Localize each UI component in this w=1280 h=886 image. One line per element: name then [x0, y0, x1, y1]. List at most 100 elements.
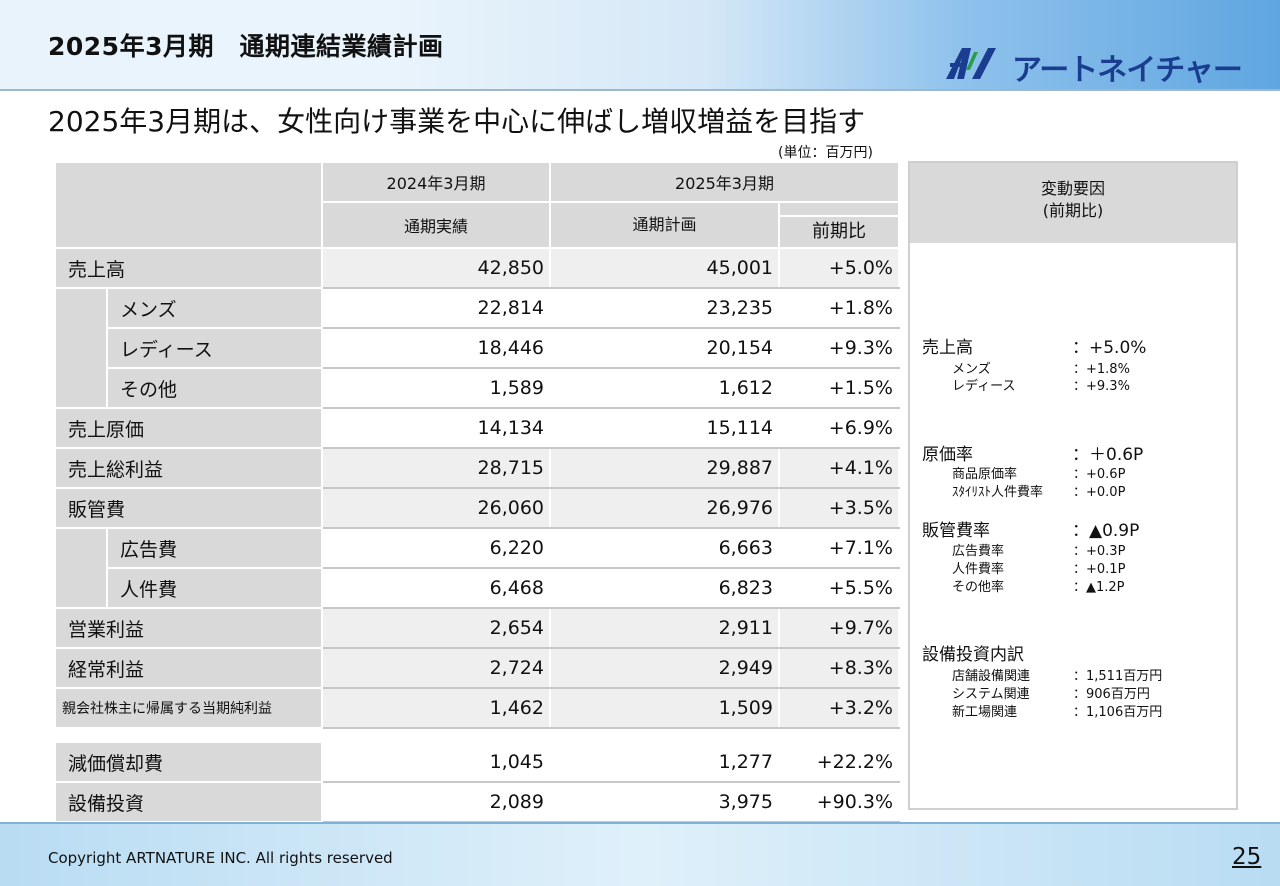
- plan-cell: 15,114: [549, 407, 780, 449]
- driver-cost-label: 原価率: [922, 445, 973, 465]
- plan-cell: 23,235: [549, 287, 780, 329]
- logo-mark-icon: [946, 48, 996, 79]
- row-label: 親会社株主に帰属する当期純利益: [54, 687, 323, 729]
- actual-cell: 18,446: [321, 327, 551, 369]
- drivers-heading: 変動要因 (前期比): [910, 163, 1236, 243]
- row-label: 営業利益: [54, 607, 323, 649]
- yoy-cell: +3.2%: [778, 687, 900, 729]
- actual-cell: 6,468: [321, 567, 551, 609]
- plan-cell: 20,154: [549, 327, 780, 369]
- driver-sales-label: 売上高: [922, 338, 973, 358]
- plan-cell: 3,975: [549, 781, 780, 823]
- driver-sub-value: ：+0.1P: [1073, 562, 1126, 577]
- actual-cell: 2,089: [321, 781, 551, 823]
- slide-title: 2025年3月期 通期連結業績計画: [48, 32, 444, 61]
- footer-band: [0, 822, 1280, 886]
- table-row: 親会社株主に帰属する当期純利益 1,462 1,509 +3.2%: [54, 687, 900, 729]
- driver-sga-label: 販管費率: [922, 521, 990, 541]
- actual-cell: 42,850: [321, 247, 551, 289]
- header-fy2024: 2024年3月期: [321, 161, 551, 203]
- yoy-cell: +5.5%: [778, 567, 900, 609]
- yoy-cell: +4.1%: [778, 447, 900, 489]
- header-yoy: 前期比: [778, 201, 900, 249]
- table-row: 売上原価 14,134 15,114 +6.9%: [54, 407, 900, 449]
- yoy-cell: +90.3%: [778, 781, 900, 823]
- driver-sub-label: ｽﾀｲﾘｽﾄ人件費率: [952, 485, 1044, 500]
- yoy-cell: +22.2%: [778, 741, 900, 783]
- driver-sub-label: システム関連: [952, 687, 1030, 702]
- page-number: 25: [1232, 844, 1262, 870]
- yoy-cell: +9.7%: [778, 607, 900, 649]
- table-row: 広告費 6,220 6,663 +7.1%: [54, 527, 900, 609]
- drivers-panel: 変動要因 (前期比) 売上高 ：+5.0% メンズ ：+1.8% レディース ：…: [908, 161, 1238, 810]
- driver-sub-label: その他率: [952, 580, 1005, 595]
- forecast-table: 2024年3月期 2025年3月期 通期実績 通期計画 前期比 売上高 42,8…: [54, 161, 900, 823]
- header-actual: 通期実績: [321, 201, 551, 249]
- yoy-cell: +7.1%: [778, 527, 900, 569]
- yoy-cell: +3.5%: [778, 487, 900, 529]
- actual-cell: 2,724: [321, 647, 551, 689]
- table-row: 売上高 42,850 45,001 +5.0%: [54, 247, 900, 289]
- driver-sub-value: ：906百万円: [1073, 687, 1150, 702]
- copyright-text: Copyright ARTNATURE INC. All rights rese…: [48, 849, 393, 867]
- table-row: 減価償却費 1,045 1,277 +22.2%: [54, 741, 900, 783]
- drivers-heading-title: 変動要因: [1040, 179, 1105, 198]
- driver-capex-label: 設備投資内訳: [922, 645, 1024, 665]
- row-label: 設備投資: [54, 781, 323, 823]
- driver-sub-value: ：+0.6P: [1073, 467, 1126, 482]
- plan-cell: 1,612: [549, 367, 780, 409]
- table-spacer: [55, 728, 899, 742]
- yoy-cell: +1.8%: [778, 287, 900, 329]
- table-row: その他 1,589 1,612 +1.5%: [55, 367, 900, 409]
- drivers-heading-note: (前期比): [1042, 201, 1104, 220]
- row-label: 販管費: [54, 487, 323, 529]
- actual-cell: 26,060: [321, 487, 551, 529]
- driver-sub-value: ：▲1.2P: [1073, 580, 1125, 595]
- indent-band: [54, 287, 108, 409]
- row-label: レディース: [106, 327, 323, 369]
- yoy-cell: +8.3%: [778, 647, 900, 689]
- plan-cell: 6,663: [549, 527, 780, 569]
- footer-divider: [0, 822, 1280, 824]
- row-label: 売上原価: [54, 407, 323, 449]
- driver-sales-value: ：+5.0%: [1072, 338, 1147, 358]
- driver-sub-label: メンズ: [952, 362, 991, 377]
- plan-cell: 29,887: [549, 447, 780, 489]
- driver-sub-value: ：1,511百万円: [1073, 669, 1163, 684]
- logo-wordmark: アートネイチャー: [1012, 53, 1243, 88]
- table-row: 売上総利益 28,715 29,887 +4.1%: [54, 447, 900, 489]
- driver-sub-label: レディース: [952, 379, 1016, 394]
- header-corner: [54, 161, 323, 249]
- table-row: 販管費 26,060 26,976 +3.5%: [54, 487, 900, 529]
- actual-cell: 28,715: [321, 447, 551, 489]
- driver-sga-value: ：▲0.9P: [1072, 521, 1140, 541]
- table-row: レディース 18,446 20,154 +9.3%: [55, 327, 900, 369]
- row-label: メンズ: [106, 287, 323, 329]
- table-row: 設備投資 2,089 3,975 +90.3%: [54, 781, 900, 823]
- driver-sub-value: ：+1.8%: [1073, 362, 1130, 377]
- table-row: 営業利益 2,654 2,911 +9.7%: [54, 607, 900, 649]
- row-label: 経常利益: [54, 647, 323, 689]
- yoy-cell: +1.5%: [778, 367, 900, 409]
- plan-cell: 2,911: [549, 607, 780, 649]
- driver-sub-value: ：+0.0P: [1073, 485, 1126, 500]
- actual-cell: 1,589: [321, 367, 551, 409]
- plan-cell: 45,001: [549, 247, 780, 289]
- plan-cell: 2,949: [549, 647, 780, 689]
- table-row: 人件費 6,468 6,823 +5.5%: [55, 567, 900, 609]
- row-label: 人件費: [106, 567, 323, 609]
- actual-cell: 22,814: [321, 287, 551, 329]
- row-label: 売上総利益: [54, 447, 323, 489]
- driver-sub-label: 人件費率: [952, 562, 1005, 577]
- header-band: [0, 0, 1280, 90]
- plan-cell: 26,976: [549, 487, 780, 529]
- plan-cell: 1,277: [549, 741, 780, 783]
- unit-note: (単位：百万円): [778, 145, 873, 161]
- yoy-cell: +6.9%: [778, 407, 900, 449]
- actual-cell: 1,045: [321, 741, 551, 783]
- row-label: 売上高: [54, 247, 323, 289]
- table-row: 経常利益 2,724 2,949 +8.3%: [54, 647, 900, 689]
- actual-cell: 14,134: [321, 407, 551, 449]
- driver-sub-label: 店舗設備関連: [952, 669, 1031, 684]
- yoy-cell: +9.3%: [778, 327, 900, 369]
